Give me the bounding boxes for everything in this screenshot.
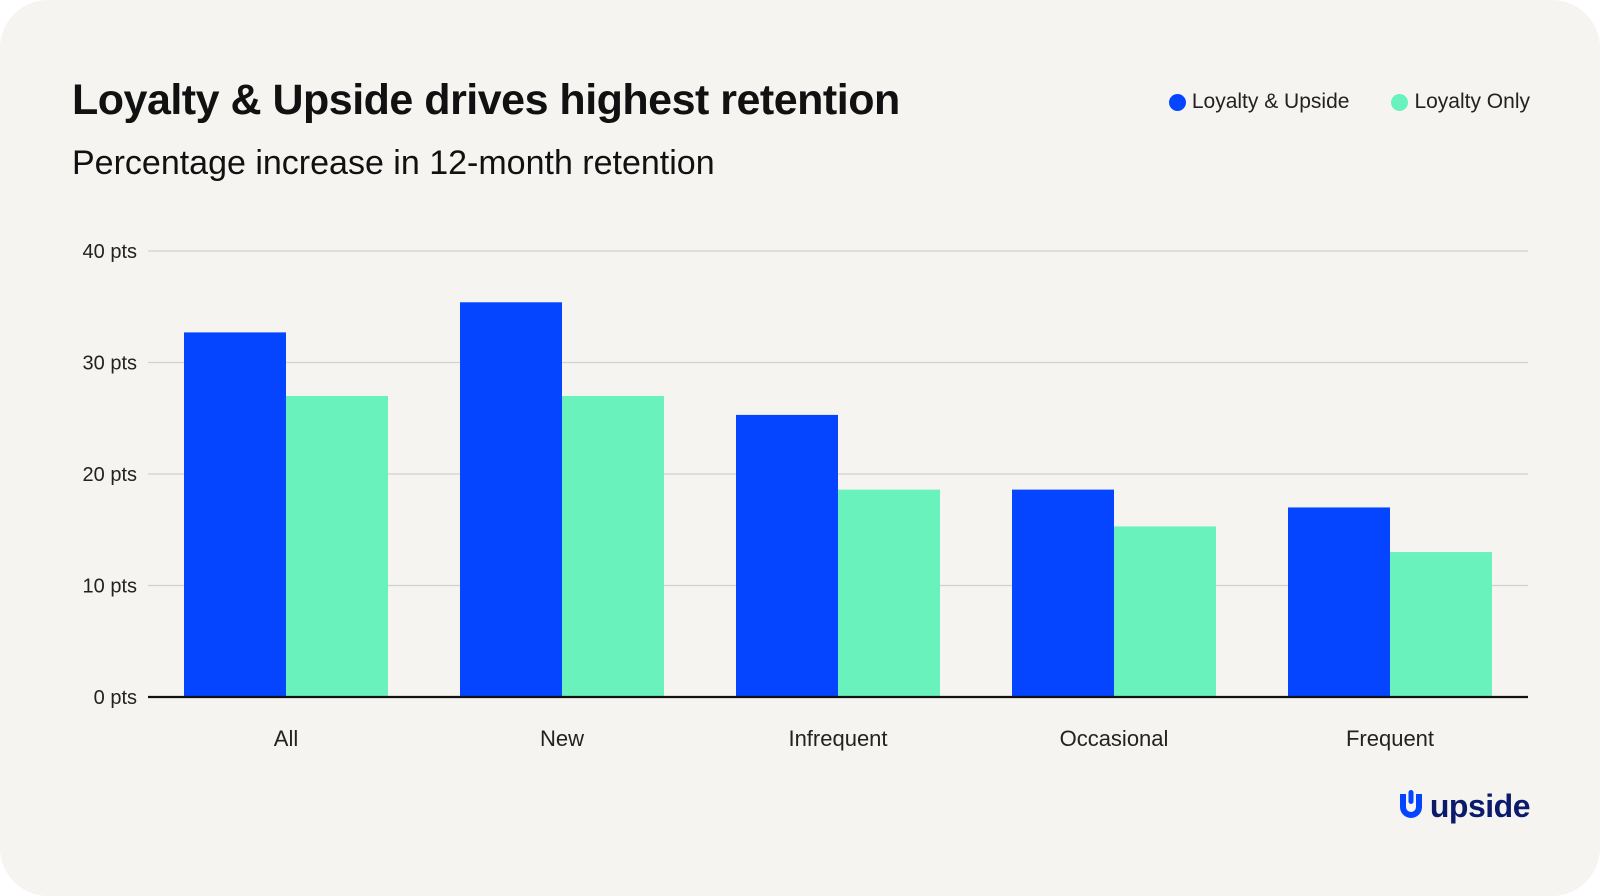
y-tick-label: 20 pts: [83, 464, 137, 486]
x-tick-label: Occasional: [1060, 726, 1169, 751]
y-tick-label: 10 pts: [83, 576, 137, 598]
bar-loyalty-only: [1390, 552, 1492, 697]
bar-loyalty-only: [562, 395, 664, 697]
legend-label-loyalty-upside: Loyalty & Upside: [1191, 90, 1350, 113]
chart-title: Loyalty & Upside drives highest retentio…: [72, 76, 900, 124]
legend-swatch-loyalty-only: [1391, 93, 1409, 111]
bar-loyalty-only: [1114, 526, 1216, 697]
chart-subtitle: Percentage increase in 12-month retentio…: [72, 144, 715, 182]
upside-logo: upside: [1396, 788, 1531, 824]
x-tick-label: All: [274, 726, 298, 751]
bar-loyalty-only: [286, 395, 388, 697]
chart-legend: Loyalty & Upside Loyalty Only: [1168, 90, 1530, 114]
x-tick-label: Frequent: [1346, 726, 1434, 751]
bar-loyalty-upside: [736, 414, 838, 697]
y-tick-label: 30 pts: [83, 353, 137, 375]
y-tick-label: 0 pts: [94, 687, 137, 709]
legend-swatch-loyalty-upside: [1168, 93, 1186, 111]
y-tick-label: 40 pts: [83, 241, 137, 263]
logo-wordmark: upside: [1429, 788, 1531, 824]
bar-loyalty-upside: [184, 332, 286, 697]
bar-loyalty-upside: [1012, 489, 1114, 697]
legend-item-loyalty-only: Loyalty Only: [1391, 90, 1530, 114]
bar-loyalty-upside: [460, 302, 562, 697]
legend-label-loyalty-only: Loyalty Only: [1414, 90, 1530, 113]
x-tick-label: New: [540, 726, 584, 751]
bar-loyalty-only: [838, 489, 940, 697]
legend-item-loyalty-upside: Loyalty & Upside: [1168, 90, 1350, 114]
bar-loyalty-upside: [1288, 507, 1390, 697]
x-tick-label: Infrequent: [788, 726, 887, 751]
upside-u-logo-icon: [1399, 790, 1422, 818]
